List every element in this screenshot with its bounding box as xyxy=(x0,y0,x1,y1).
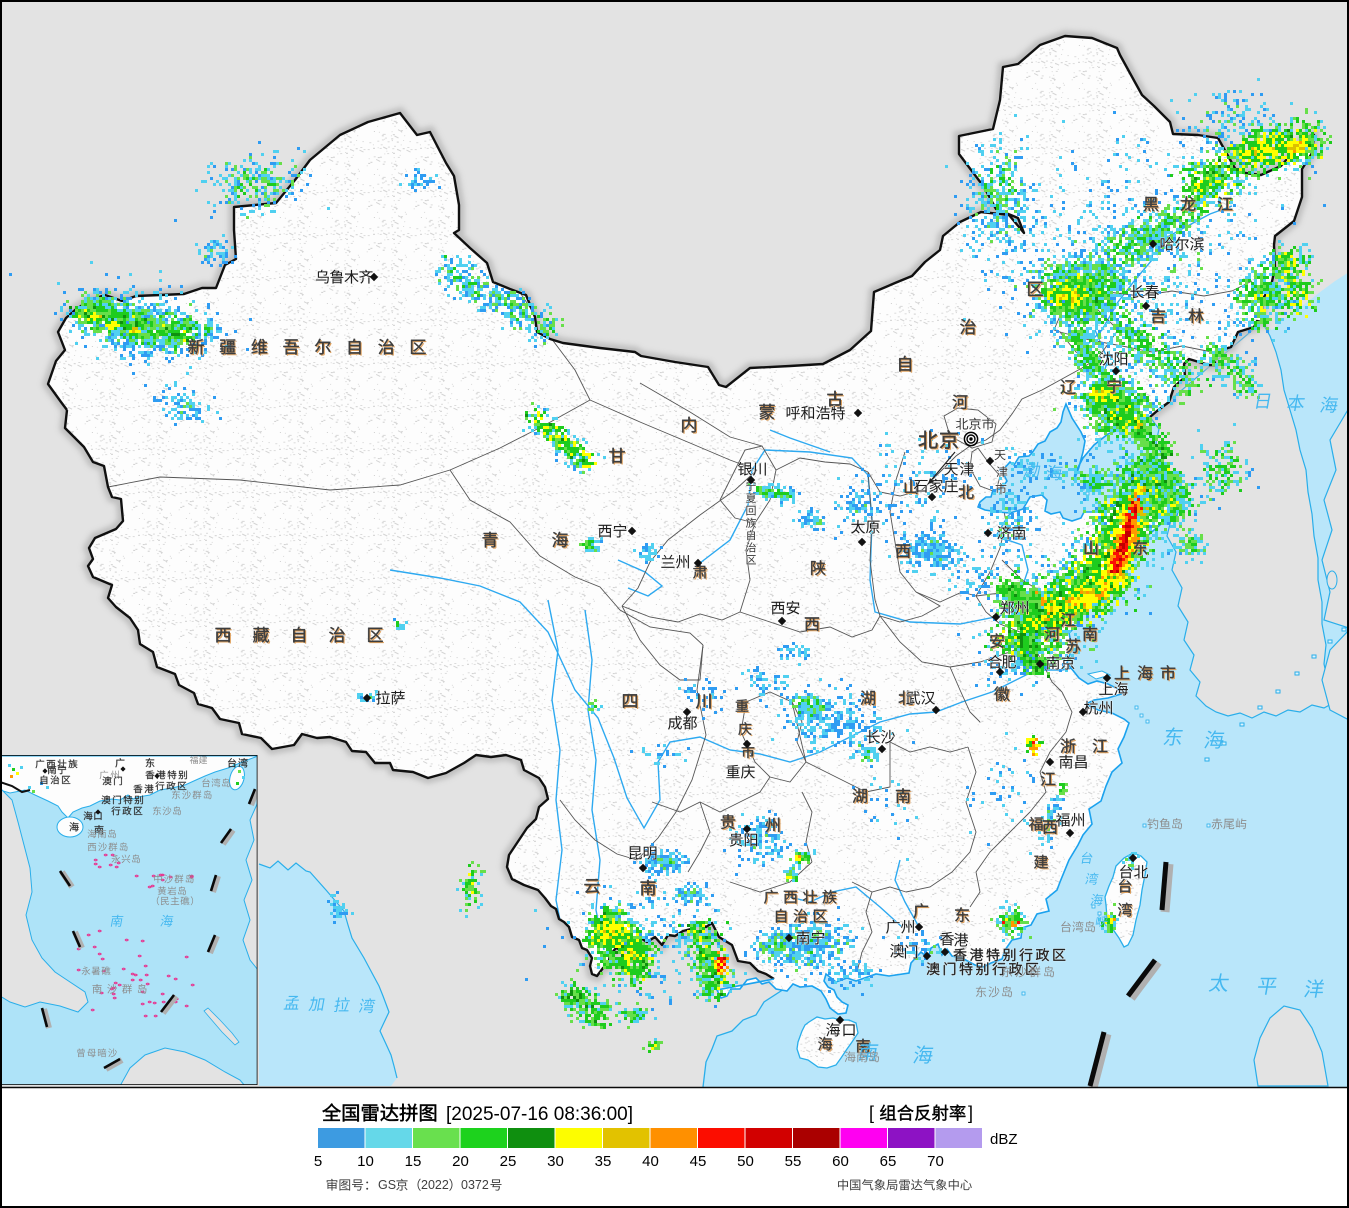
svg-text:20: 20 xyxy=(452,1153,469,1170)
svg-text:50: 50 xyxy=(737,1153,754,1170)
svg-text:10: 10 xyxy=(357,1153,374,1170)
svg-text:0372: 0372 xyxy=(461,1178,489,1192)
svg-text:45: 45 xyxy=(690,1153,707,1170)
svg-text:[2025-07-16 08:36:00]: [2025-07-16 08:36:00] xyxy=(446,1104,633,1125)
svg-text:5: 5 xyxy=(314,1153,322,1170)
svg-text:30: 30 xyxy=(547,1153,564,1170)
svg-text:65: 65 xyxy=(880,1153,897,1170)
svg-text:40: 40 xyxy=(642,1153,659,1170)
svg-text:60: 60 xyxy=(832,1153,849,1170)
svg-text:25: 25 xyxy=(500,1153,517,1170)
svg-text:[: [ xyxy=(869,1103,874,1123)
svg-text:55: 55 xyxy=(785,1153,802,1170)
svg-text:70: 70 xyxy=(927,1153,944,1170)
svg-text:GS: GS xyxy=(378,1178,396,1192)
svg-text:2022: 2022 xyxy=(421,1178,449,1192)
svg-text:35: 35 xyxy=(595,1153,612,1170)
svg-text:]: ] xyxy=(968,1103,973,1123)
svg-text:dBZ: dBZ xyxy=(990,1131,1018,1148)
svg-text:15: 15 xyxy=(405,1153,422,1170)
